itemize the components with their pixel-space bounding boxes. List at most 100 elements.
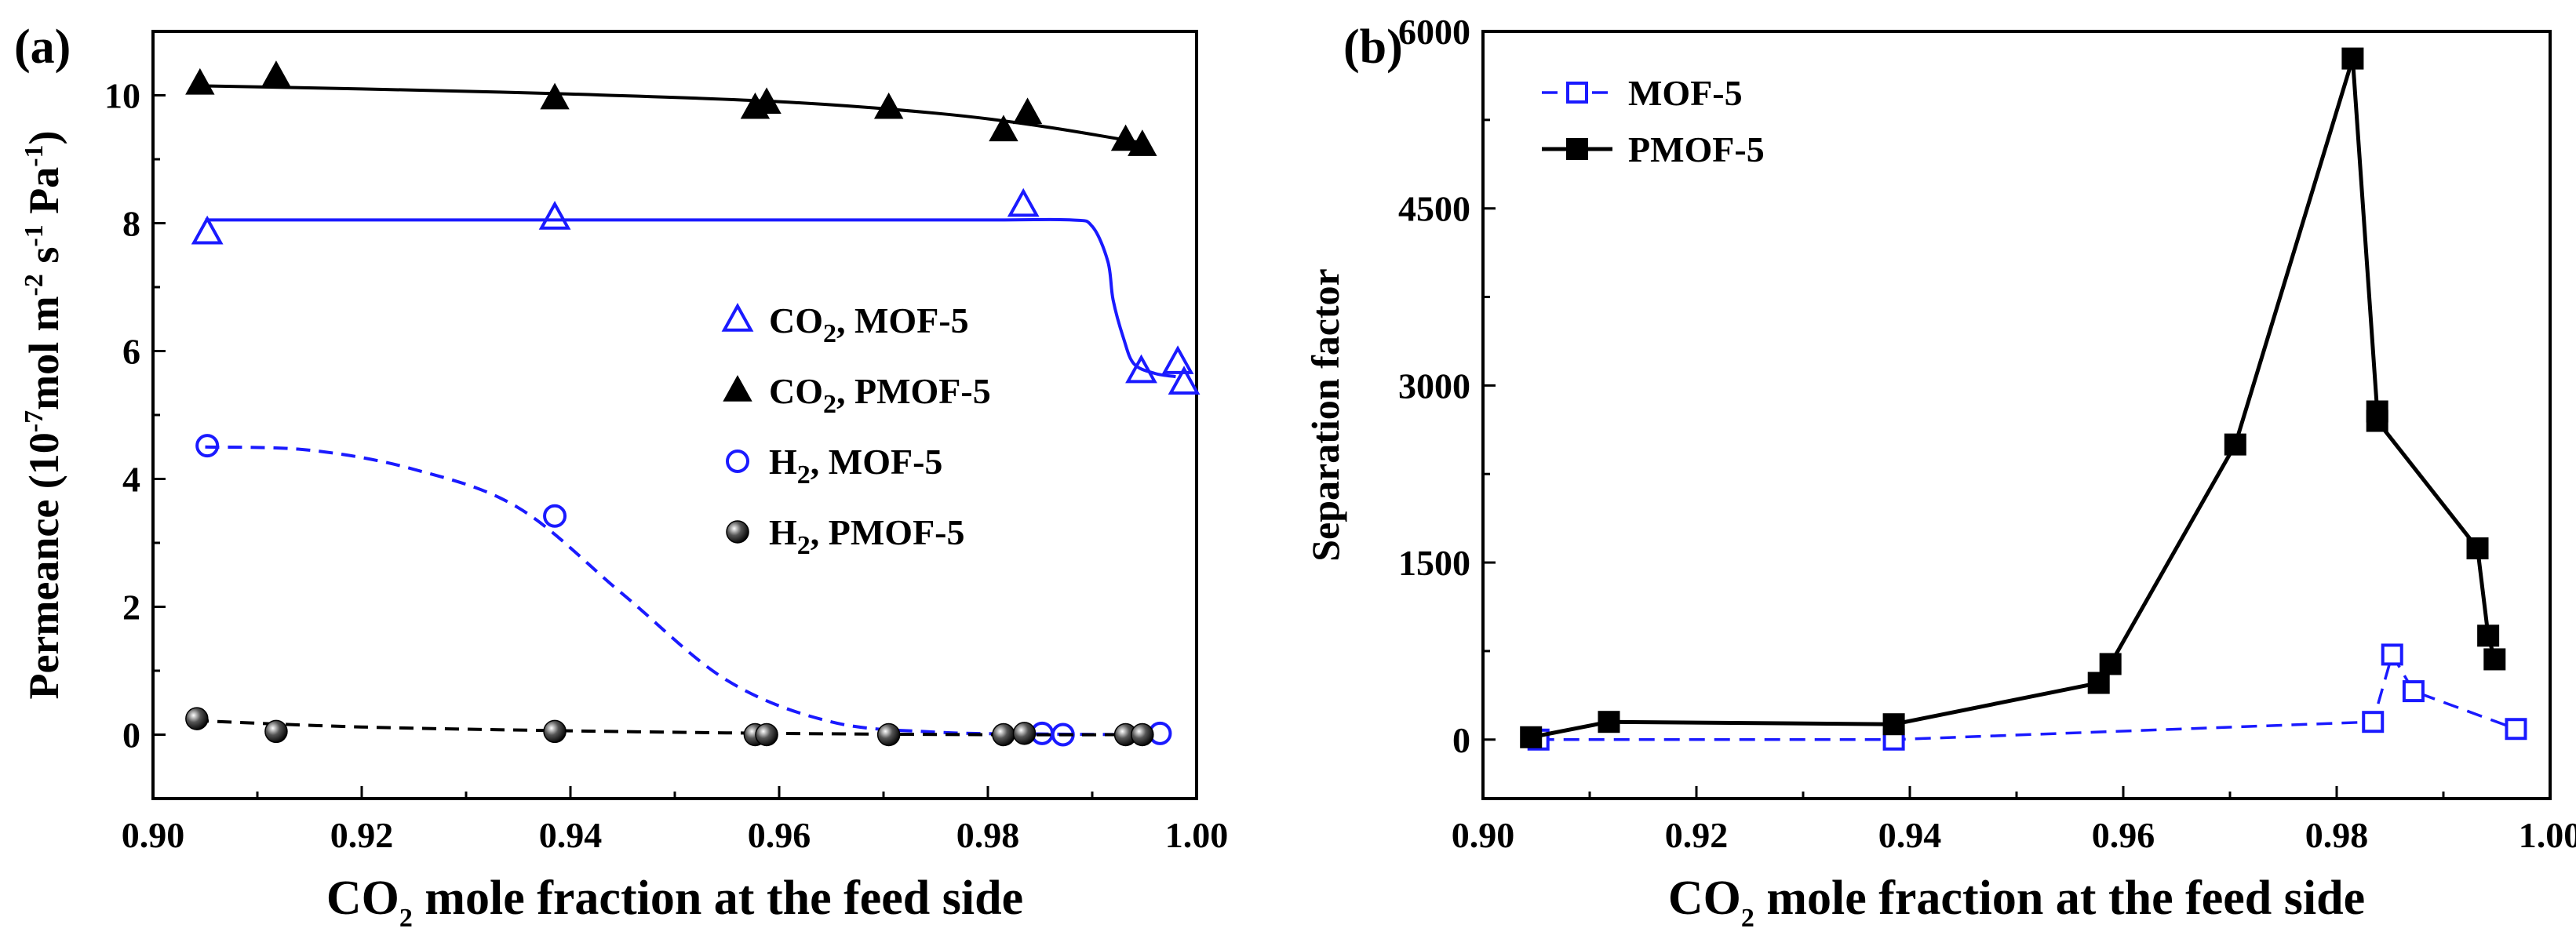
- y-axis-title: Separation factor: [1303, 268, 1347, 562]
- x-tick-label: 0.96: [2092, 815, 2155, 855]
- x-tick-label: 0.96: [748, 815, 811, 855]
- legend-label: H2, MOF-5: [769, 442, 942, 490]
- panel-b: 0.90 0.92 0.94 0.96 0.98 1.00 0 1500 3000 4500 600…: [1303, 12, 2576, 933]
- data-point: [752, 87, 782, 115]
- data-point: [992, 723, 1015, 747]
- x-tick-label: 0.90: [1452, 815, 1515, 855]
- data-point: [1125, 354, 1157, 384]
- series-h2-pmof-5: [185, 707, 1154, 747]
- data-point: [876, 723, 901, 747]
- data-point: [1110, 124, 1141, 151]
- legend-marker: [1566, 138, 1588, 160]
- plot-frame: [151, 30, 1198, 800]
- x-axis-title: CO2 mole fraction at the feed side: [1668, 872, 2365, 933]
- data-point: [1012, 97, 1043, 125]
- legend-marker: [723, 375, 752, 402]
- x-tick-label: 1.00: [1165, 815, 1229, 855]
- x-axis-title: CO2 mole fraction at the feed side: [326, 872, 1023, 933]
- x-tick-label: 1.00: [2519, 815, 2576, 855]
- data-point: [1168, 366, 1201, 395]
- data-point: [2341, 47, 2364, 70]
- data-point: [2477, 624, 2500, 647]
- data-point: [1007, 187, 1040, 217]
- legend-entry: MOF-5: [1542, 73, 1743, 113]
- data-point: [1161, 345, 1194, 374]
- legend-marker: [726, 450, 749, 473]
- data-point: [543, 504, 567, 528]
- legend-entry: CO2, MOF-5: [721, 300, 969, 348]
- series-co2-pmof-5: [185, 60, 1157, 156]
- legend-marker: [1566, 82, 1588, 104]
- legend-label: PMOF-5: [1628, 129, 1765, 169]
- legend-entry: PMOF-5: [1542, 129, 1765, 169]
- series-line: [1530, 57, 2497, 740]
- series-pmof-5: [1520, 47, 2506, 748]
- data-point: [755, 723, 778, 747]
- data-point: [1131, 723, 1154, 747]
- y-tick-label: 4500: [1398, 189, 1470, 229]
- data-point: [2087, 672, 2110, 694]
- data-point: [2402, 680, 2425, 703]
- data-point: [191, 215, 224, 245]
- x-tick-label: 0.98: [2305, 815, 2369, 855]
- data-point: [2466, 537, 2489, 560]
- x-tick-label: 0.90: [122, 815, 185, 855]
- data-point: [185, 707, 209, 730]
- x-tick-label: 0.92: [1665, 815, 1729, 855]
- data-point: [2224, 433, 2246, 456]
- x-tick-label: 0.94: [539, 815, 603, 855]
- series-line: [1538, 651, 2517, 741]
- y-tick-label: 4: [122, 460, 140, 500]
- panel-label: (a): [14, 20, 71, 74]
- legend-marker: [721, 303, 754, 332]
- fit-curve: [205, 217, 1176, 379]
- data-point: [264, 719, 288, 744]
- legend-label: H2, PMOF-5: [769, 512, 965, 560]
- data-point: [1012, 722, 1037, 745]
- x-tick-label: 0.92: [330, 815, 394, 855]
- data-point: [1882, 713, 1905, 736]
- data-point: [540, 82, 570, 110]
- series-h2-mof-5: [195, 434, 1172, 747]
- legend-marker: [726, 520, 749, 544]
- legend-label: CO2, PMOF-5: [769, 371, 991, 419]
- y-tick-label: 6: [122, 332, 140, 372]
- y-tick-label: 3000: [1398, 366, 1470, 406]
- y-tick-label: 8: [122, 204, 140, 244]
- fit-curve: [205, 445, 1145, 737]
- legend-entry: H2, PMOF-5: [726, 512, 965, 560]
- data-point: [2366, 409, 2388, 432]
- y-tick-label: 6000: [1398, 12, 1470, 52]
- data-point: [1520, 726, 1543, 748]
- y-tick-label: 0: [1452, 720, 1470, 760]
- y-tick-label: 2: [122, 588, 140, 628]
- legend-label: MOF-5: [1628, 73, 1743, 113]
- y-tick-label: 10: [104, 76, 140, 116]
- data-point: [989, 115, 1018, 142]
- data-point: [2362, 711, 2385, 733]
- data-point: [185, 67, 215, 95]
- x-tick-label: 0.98: [956, 815, 1020, 855]
- data-point: [261, 60, 291, 87]
- series-co2-mof-5: [191, 187, 1201, 395]
- panel-a: 0.90 0.92 0.94 0.96 0.98 1.00 0 2 4 6 8 10 CO2 mole …: [14, 20, 1228, 933]
- data-point: [543, 719, 567, 744]
- data-point: [195, 434, 220, 458]
- y-axis-title: Permeance (10-7mol m-2 s-1 Pa-1): [20, 130, 67, 699]
- legend-entry: CO2, PMOF-5: [723, 371, 991, 419]
- x-tick-label: 0.94: [1878, 815, 1942, 855]
- data-point: [873, 92, 904, 119]
- data-point: [2505, 718, 2527, 741]
- data-point: [2381, 643, 2403, 666]
- data-point: [2483, 648, 2506, 671]
- y-tick-label: 0: [122, 715, 140, 755]
- data-point: [538, 201, 571, 230]
- legend-label: CO2, MOF-5: [769, 300, 969, 348]
- panel-label: (b): [1343, 20, 1403, 74]
- data-point: [2099, 653, 2122, 675]
- data-point: [1598, 711, 1620, 733]
- y-tick-label: 1500: [1398, 543, 1470, 583]
- legend-entry: H2, MOF-5: [726, 442, 942, 490]
- data-point: [1128, 129, 1157, 156]
